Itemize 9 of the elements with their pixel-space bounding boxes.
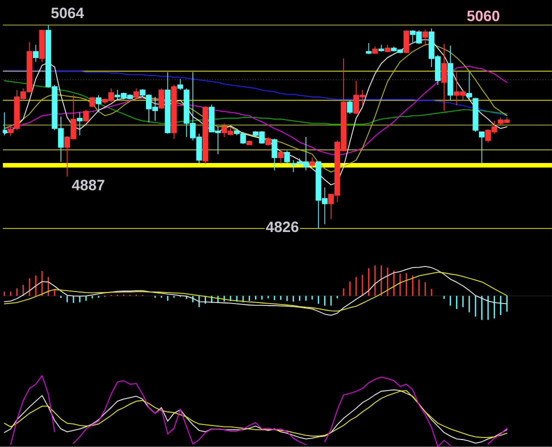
annotation: 4826	[266, 222, 298, 232]
text: 5060	[467, 10, 500, 22]
candlestick	[448, 45, 454, 101]
candlestick	[96, 94, 102, 113]
text: 5064	[51, 8, 84, 18]
annotation: 4887	[72, 180, 104, 190]
candlestick	[441, 44, 447, 112]
candlestick	[284, 150, 290, 164]
candlestick	[8, 126, 14, 137]
